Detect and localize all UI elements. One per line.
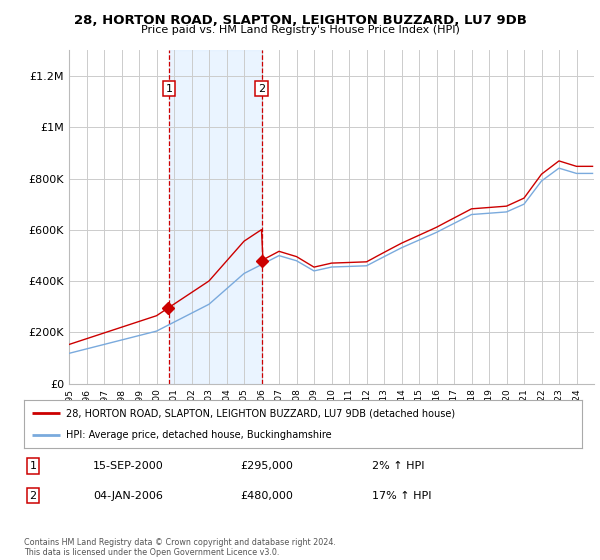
Text: 2: 2 bbox=[258, 83, 265, 94]
Text: HPI: Average price, detached house, Buckinghamshire: HPI: Average price, detached house, Buck… bbox=[66, 430, 331, 440]
Text: Contains HM Land Registry data © Crown copyright and database right 2024.
This d: Contains HM Land Registry data © Crown c… bbox=[24, 538, 336, 557]
Text: £480,000: £480,000 bbox=[240, 491, 293, 501]
Text: 2% ↑ HPI: 2% ↑ HPI bbox=[372, 461, 425, 471]
Text: 04-JAN-2006: 04-JAN-2006 bbox=[93, 491, 163, 501]
Text: Price paid vs. HM Land Registry's House Price Index (HPI): Price paid vs. HM Land Registry's House … bbox=[140, 25, 460, 35]
Bar bbox=[169, 50, 262, 384]
Text: 15-SEP-2000: 15-SEP-2000 bbox=[93, 461, 164, 471]
Text: 1: 1 bbox=[166, 83, 172, 94]
Text: 28, HORTON ROAD, SLAPTON, LEIGHTON BUZZARD, LU7 9DB (detached house): 28, HORTON ROAD, SLAPTON, LEIGHTON BUZZA… bbox=[66, 408, 455, 418]
Text: 17% ↑ HPI: 17% ↑ HPI bbox=[372, 491, 431, 501]
Text: 1: 1 bbox=[29, 461, 37, 471]
Text: £295,000: £295,000 bbox=[240, 461, 293, 471]
Text: 28, HORTON ROAD, SLAPTON, LEIGHTON BUZZARD, LU7 9DB: 28, HORTON ROAD, SLAPTON, LEIGHTON BUZZA… bbox=[74, 14, 526, 27]
Text: 2: 2 bbox=[29, 491, 37, 501]
